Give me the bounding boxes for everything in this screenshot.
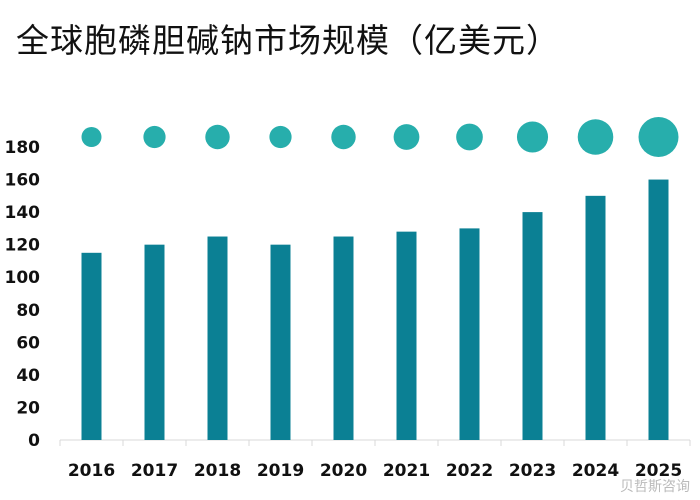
x-tick-label: 2017	[131, 461, 178, 481]
x-tick-label: 2016	[68, 461, 115, 481]
x-tick-label: 2018	[194, 461, 241, 481]
y-tick-label: 80	[16, 301, 40, 321]
x-tick-label: 2022	[446, 461, 493, 481]
bubble-2023	[516, 121, 549, 153]
watermark-text: 贝哲斯咨询	[620, 479, 690, 495]
bubble-2016	[81, 127, 102, 147]
y-tick-label: 140	[5, 203, 41, 223]
bar-2024	[585, 195, 606, 440]
bar-2022	[459, 228, 480, 440]
bar-2017	[144, 244, 165, 440]
y-tick-label: 120	[5, 236, 41, 256]
x-tick-label: 2023	[509, 461, 556, 481]
x-tick-label: 2020	[320, 461, 367, 481]
bubble-2019	[269, 125, 292, 149]
x-tick-label: 2024	[572, 461, 619, 481]
bar-2016	[81, 252, 102, 440]
bubble-2018	[205, 124, 230, 150]
y-tick-label: 180	[5, 138, 41, 158]
y-tick-label: 100	[5, 268, 41, 288]
y-tick-label: 20	[16, 398, 40, 418]
bubble-2024	[577, 119, 614, 155]
bar-2021	[396, 231, 417, 440]
y-tick-label: 40	[16, 366, 40, 386]
bubble-2017	[143, 125, 166, 149]
bar-2023	[522, 212, 543, 440]
y-tick-label: 160	[5, 171, 41, 191]
y-tick-label: 60	[16, 333, 40, 353]
bar-2018	[207, 236, 228, 440]
x-tick-label: 2025	[635, 461, 682, 481]
x-tick-label: 2021	[383, 461, 430, 481]
y-tick-label: 0	[28, 431, 40, 451]
bar-2019	[270, 244, 291, 440]
chart-title: 全球胞磷胆碱钠市场规模（亿美元）	[16, 21, 560, 60]
bubble-2021	[393, 124, 420, 150]
bubble-2022	[456, 123, 483, 151]
bubble-2025	[638, 117, 679, 157]
bubble-2020	[331, 124, 356, 150]
bar-2020	[333, 236, 354, 440]
x-tick-label: 2019	[257, 461, 304, 481]
bar-2025	[648, 179, 669, 441]
